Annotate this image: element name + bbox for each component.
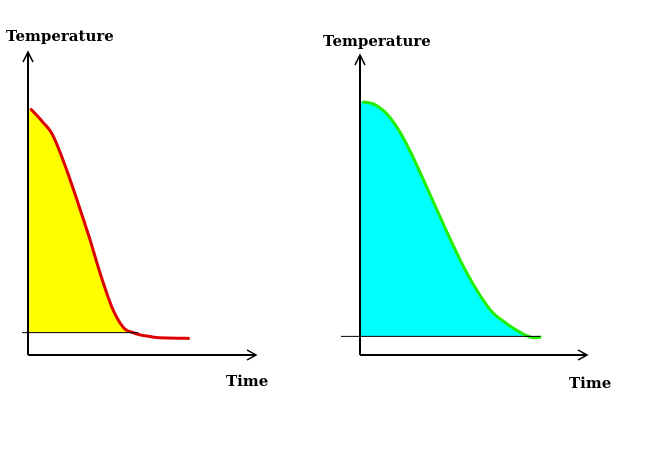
chart-1-curve [29,108,190,340]
chart-1-area-fill [28,109,134,333]
chart-1-y-axis-arrow [22,50,34,63]
chart-2-y-axis-arrow [354,53,366,66]
chart-1-x-axis-arrow [246,349,258,361]
chart-2: Temperature Time [323,32,611,392]
chart-1-x-axis-label: Time [226,372,268,390]
chart-2-y-axis-label: Temperature [323,32,431,50]
chart-2-x-axis-label: Time [569,374,611,392]
chart-2-curve [362,100,542,340]
chart-2-x-axis-arrow [577,349,589,361]
chart-1-y-axis-label: Temperature [6,27,114,45]
chart-1: Temperature Time [6,27,268,390]
chart-2-area-fill [360,102,533,338]
